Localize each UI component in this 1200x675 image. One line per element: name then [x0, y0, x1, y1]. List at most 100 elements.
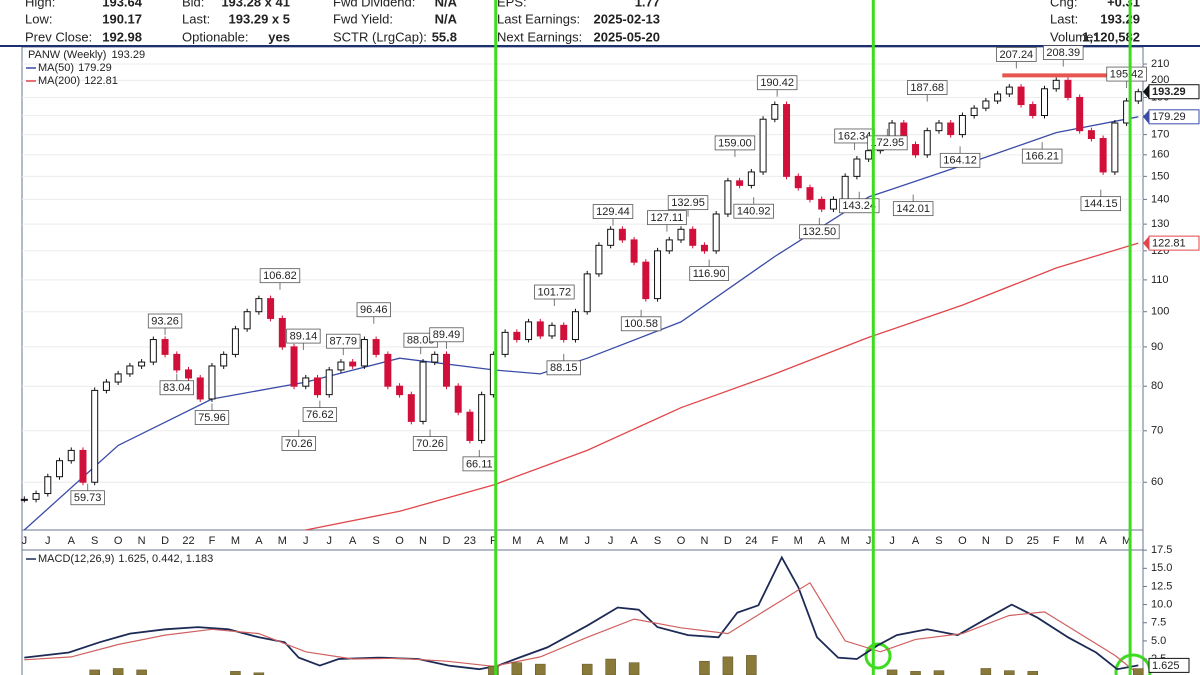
x-tick-label: S	[935, 535, 942, 547]
x-tick-label: O	[677, 535, 686, 547]
annotation-box	[281, 436, 316, 451]
candle	[231, 328, 239, 355]
header-label: Last:	[182, 11, 210, 26]
x-tick-label: S	[372, 535, 379, 547]
legend-label: PANW (Weekly)	[28, 49, 106, 61]
candle	[536, 321, 544, 337]
candle	[794, 175, 802, 189]
annotation-label: 143.24	[842, 200, 876, 212]
x-tick-label: J	[866, 535, 872, 547]
legend-value: 122.81	[84, 75, 118, 87]
histogram-bar	[980, 668, 992, 675]
y-tick-label: 160	[1151, 149, 1169, 161]
price-tag-label: 122.81	[1152, 238, 1186, 250]
header-value: 55.8	[432, 29, 457, 44]
x-tick-label: M	[512, 535, 521, 547]
annotation-label: 132.50	[803, 226, 837, 238]
annotation-label: 166.21	[1025, 151, 1059, 163]
y-tick-label: 170	[1151, 128, 1169, 140]
x-tick-label: M	[1075, 535, 1084, 547]
header-value: N/A	[435, 11, 458, 26]
header-value: yes	[268, 29, 290, 44]
candle	[290, 346, 298, 387]
candle	[161, 339, 169, 355]
candle	[196, 377, 204, 400]
candle	[243, 311, 251, 330]
candle	[853, 158, 861, 177]
candle	[665, 239, 673, 252]
header-value: +0.31	[1107, 0, 1140, 9]
x-tick-label: J	[22, 535, 28, 547]
candle	[396, 385, 404, 396]
candle	[548, 324, 556, 337]
candle	[525, 321, 533, 341]
header-label: SCTR (LrgCap):	[333, 29, 427, 44]
annotation-box	[689, 266, 729, 281]
price-tag-arrow	[1143, 109, 1149, 124]
y-tick-label: 140	[1151, 193, 1169, 205]
candle	[1017, 86, 1025, 106]
candle	[1005, 86, 1013, 95]
x-tick-label: 22	[182, 535, 194, 547]
annotation-label: 159.00	[718, 137, 752, 149]
annotation-box	[429, 327, 464, 343]
annotation-box	[259, 268, 301, 284]
candle	[947, 122, 955, 136]
candle	[185, 369, 193, 379]
header-value: 2025-05-20	[594, 29, 661, 44]
x-tick-label: J	[889, 535, 895, 547]
moving-average-line	[305, 242, 1139, 531]
candle	[407, 394, 415, 422]
header-value: 192.98	[102, 29, 142, 44]
candle	[454, 385, 462, 413]
price-tag-label: 1.625	[1152, 660, 1180, 672]
annotation-label: 89.49	[433, 329, 461, 341]
y-tick-label: 110	[1151, 274, 1169, 286]
candle	[1052, 79, 1060, 90]
histogram-bar	[933, 670, 945, 675]
price-tag	[1148, 235, 1200, 251]
x-tick-label: S	[654, 535, 661, 547]
x-tick-label: 24	[745, 535, 757, 547]
annotation-box	[733, 203, 774, 219]
annotation-label: 164.12	[943, 155, 977, 167]
annotation-label: 116.90	[693, 268, 726, 280]
candle	[1064, 79, 1072, 98]
candle	[337, 361, 345, 371]
price-tag-label: 179.29	[1152, 111, 1186, 123]
annotation-label: 187.68	[910, 82, 944, 94]
candle	[560, 324, 568, 341]
histogram-bar	[488, 666, 499, 675]
x-tick-label: J	[45, 535, 51, 547]
candle	[349, 361, 357, 367]
x-tick-label: F	[490, 535, 497, 547]
x-tick-label: A	[1099, 535, 1107, 547]
annotation-label: 66.11	[466, 458, 493, 470]
header-label: Volume:	[1050, 29, 1097, 44]
y-tick-label: 10.0	[1151, 599, 1172, 611]
annotation-box	[714, 135, 756, 151]
annotation-label: 70.26	[416, 438, 444, 450]
histogram-bar	[722, 656, 734, 675]
histogram-bar	[89, 669, 100, 675]
candle	[1099, 138, 1107, 173]
annotation-box	[892, 201, 934, 217]
annotation-label: 93.26	[151, 315, 179, 327]
annotation-label: 83.04	[163, 382, 191, 394]
header-label: Last:	[1050, 11, 1078, 26]
price-tag	[1148, 84, 1200, 100]
x-tick-label: M	[1122, 535, 1131, 547]
annotation-box	[286, 328, 321, 344]
annotation-box	[799, 224, 840, 240]
x-tick-label: 25	[1027, 535, 1039, 547]
annotation-box	[1021, 148, 1063, 164]
x-tick-label: M	[231, 535, 240, 547]
header-value: 193.28 x 41	[221, 0, 290, 9]
candle	[806, 187, 814, 200]
candle	[923, 130, 931, 156]
annotation-label: 127.11	[651, 212, 684, 224]
x-tick-label: J	[326, 535, 332, 547]
x-tick-label: N	[982, 535, 990, 547]
y-tick-label: 90	[1151, 341, 1163, 353]
legend-value: 179.29	[78, 62, 112, 74]
